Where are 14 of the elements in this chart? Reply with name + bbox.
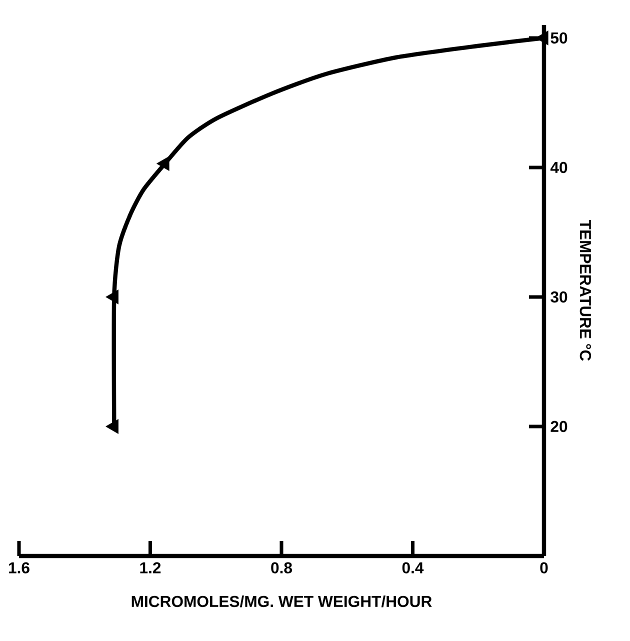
x-tick-label: 0.8 xyxy=(271,562,292,574)
point xyxy=(106,419,118,434)
x-tick-label: 0 xyxy=(540,562,548,574)
point xyxy=(156,156,170,171)
y-tick-label: 50 xyxy=(550,32,568,44)
y-tick-label: 40 xyxy=(550,162,568,174)
point xyxy=(106,290,118,304)
y-tick-label: 20 xyxy=(550,420,568,432)
x-tick-label: 1.6 xyxy=(8,562,30,574)
x-axis-title: MICROMOLES/MG. WET WEIGHT/HOUR xyxy=(132,595,432,608)
y-axis-title: TEMPERATURE °C xyxy=(580,220,592,361)
x-tick-label: 1.2 xyxy=(140,562,161,574)
y-tick-label: 30 xyxy=(550,291,568,303)
x-tick-label: 0.4 xyxy=(402,562,424,574)
